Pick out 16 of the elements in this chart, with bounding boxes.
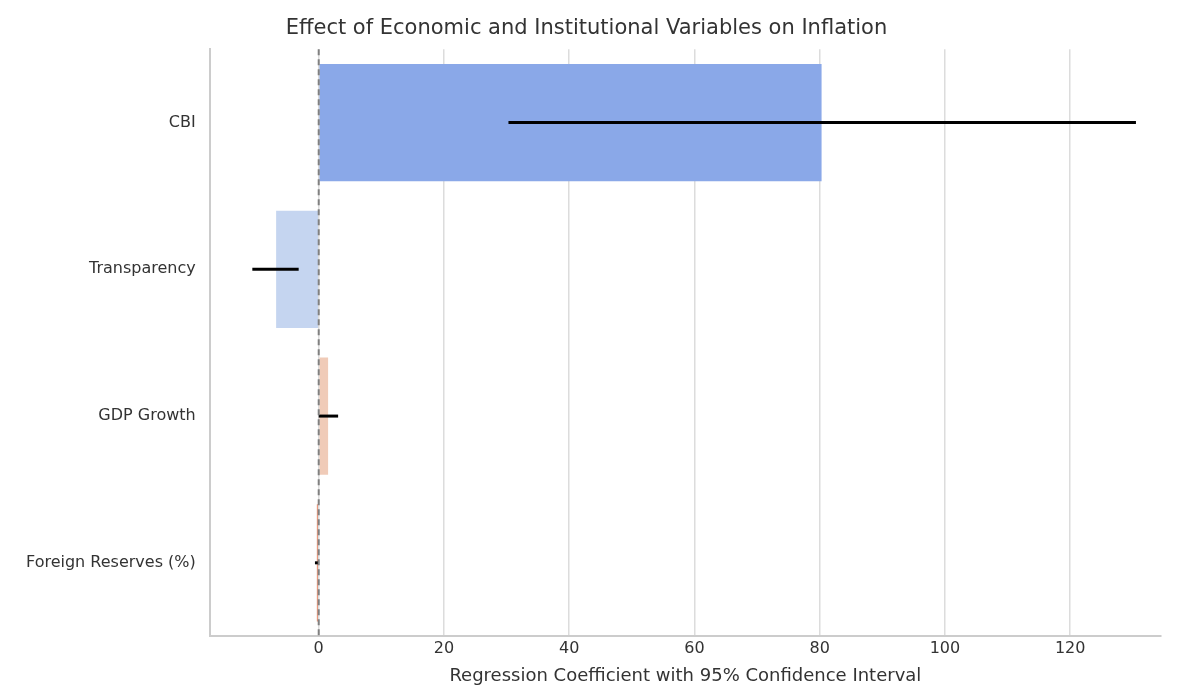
bar <box>276 210 318 329</box>
x-tick-label: 60 <box>684 637 705 657</box>
chart-title: Effect of Economic and Institutional Variables on Inflation <box>285 15 888 40</box>
x-tick-label: 80 <box>809 637 830 657</box>
y-tick-label: Foreign Reserves (%) <box>25 551 196 571</box>
x-tick-label: 20 <box>433 637 455 657</box>
x-axis-title: Regression Coefficient with 95% Confidence Interval <box>449 663 922 685</box>
x-tick-label: 40 <box>559 637 580 657</box>
bar <box>319 63 822 182</box>
x-tick-label: 100 <box>929 637 961 657</box>
bar <box>319 357 329 475</box>
x-tick-label: 0 <box>313 637 324 657</box>
x-tick-label: 120 <box>1054 637 1086 657</box>
y-tick-label: Transparency <box>88 258 196 278</box>
y-tick-label: GDP Growth <box>98 405 196 425</box>
y-tick-label: CBI <box>168 111 196 131</box>
